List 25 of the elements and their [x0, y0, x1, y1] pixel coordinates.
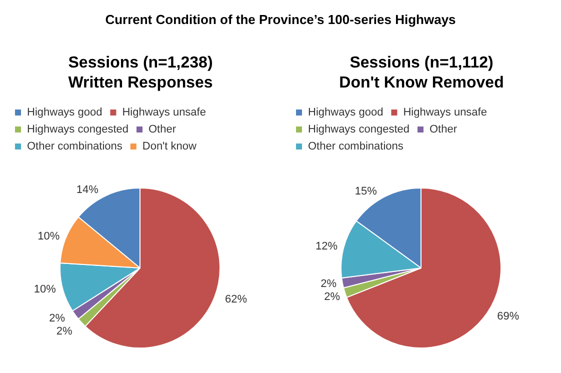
- legend-label: Don't know: [142, 140, 197, 152]
- data-label: 14%: [76, 184, 99, 196]
- data-label: 2%: [320, 278, 336, 290]
- legend-label: Highways congested: [308, 124, 410, 136]
- data-label: 2%: [56, 326, 73, 338]
- data-label: 10%: [38, 230, 60, 242]
- data-label: 69%: [496, 310, 519, 322]
- data-label: 12%: [314, 240, 338, 253]
- data-label: 15%: [354, 185, 377, 198]
- data-label: 2%: [49, 312, 66, 325]
- chart-title: Sessions (n=1,238) Written Responses: [68, 54, 213, 92]
- chart-title: Sessions (n=1,112) Don't Know Removed: [338, 54, 504, 92]
- text: Current Condition of the Province’s 100-series Highways: [104, 11, 457, 29]
- legend-label: Highways good: [308, 106, 383, 118]
- legend-label: Other: [148, 124, 176, 136]
- data-label: 62%: [224, 294, 248, 306]
- data-label: 10%: [34, 283, 56, 296]
- legend-label: Other: [429, 124, 457, 136]
- legend-label: Highways congested: [27, 124, 129, 136]
- legend-label: Highways unsafe: [122, 106, 206, 118]
- legend-label: Highways good: [27, 106, 102, 118]
- data-label: 2%: [324, 291, 340, 304]
- legend-label: Highways unsafe: [402, 106, 486, 118]
- legend-label: Other combinations: [308, 140, 404, 152]
- legend-label: Other combinations: [27, 140, 123, 152]
